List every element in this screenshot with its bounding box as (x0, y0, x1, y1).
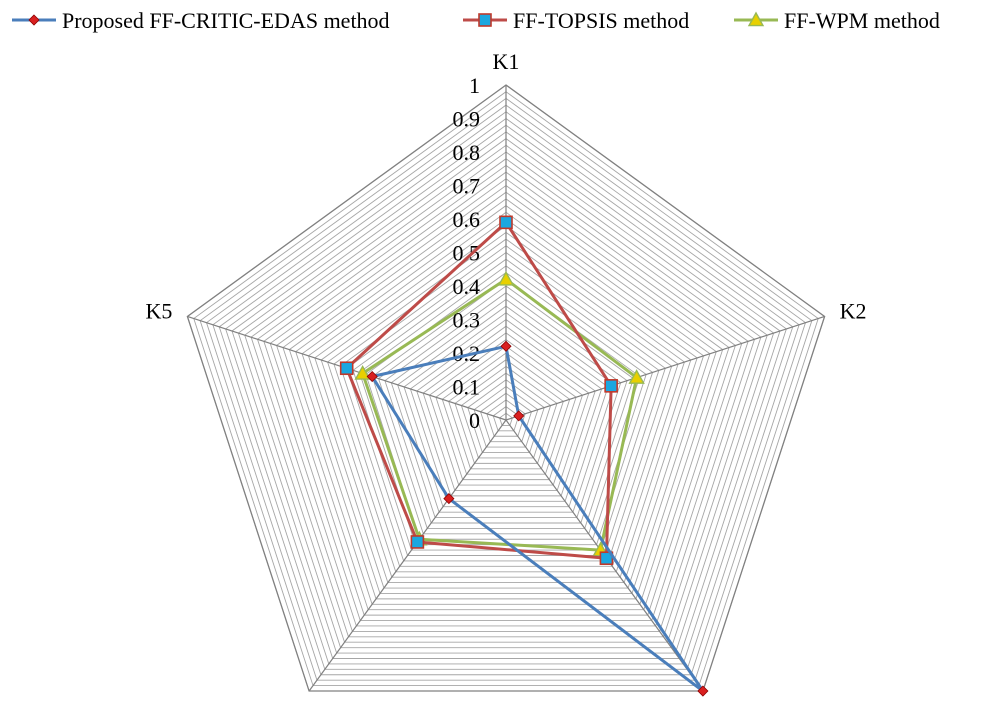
legend-item-2: FF-TOPSIS method (463, 8, 689, 33)
data-point (697, 685, 709, 697)
grid-ring (212, 111, 800, 670)
grid-ring (435, 345, 577, 481)
grid-ring (199, 97, 813, 681)
grid-ring (333, 238, 679, 567)
grid-outer-ring (186, 84, 826, 692)
data-point (513, 410, 525, 422)
grid-ring (288, 191, 724, 605)
series-2 (339, 215, 618, 566)
grid-ring (409, 318, 603, 502)
tick-label: 0 (469, 408, 480, 433)
legend-marker (747, 11, 765, 27)
legend-marker (478, 13, 492, 27)
data-point (497, 270, 515, 286)
category-label-k4: K4 (274, 705, 301, 710)
category-label-k3: K3 (711, 705, 738, 710)
data-point (354, 364, 371, 380)
data-point (628, 369, 645, 384)
category-labels: K1 K2 K3 K4 K5 (145, 49, 866, 710)
grid-ring (422, 332, 590, 491)
data-point (499, 215, 513, 230)
grid-ring (205, 104, 807, 676)
grid-ring (397, 305, 615, 513)
legend-label: FF-WPM method (784, 8, 940, 33)
grid-ring (193, 91, 819, 687)
category-label-k1: K1 (493, 49, 520, 74)
grid-ring (454, 365, 558, 464)
grid-ring (307, 211, 705, 589)
grid-ring (384, 292, 628, 524)
grid-ring (378, 285, 634, 529)
grid-ring (269, 171, 743, 622)
tick-label: 0.6 (453, 207, 481, 232)
grid-ring (282, 184, 730, 611)
grid-ring (448, 359, 564, 470)
grid-ring (499, 412, 513, 426)
grid-ring (479, 392, 533, 443)
series-line (370, 344, 705, 693)
grid-ring (346, 251, 666, 556)
legend-marker (28, 14, 40, 26)
radial-tick-labels: 00.10.20.30.40.50.60.70.80.91 (453, 73, 481, 433)
grid-ring (244, 144, 768, 643)
grid-ring (416, 325, 596, 497)
legend-label: Proposed FF-CRITIC-EDAS method (62, 8, 390, 33)
tick-label: 0.8 (453, 140, 481, 165)
axis-spoke (308, 419, 507, 692)
grid-ring (403, 312, 609, 508)
grid-ring (225, 124, 787, 659)
data-point (500, 340, 512, 352)
category-label-k2: K2 (840, 298, 867, 323)
series-1 (366, 340, 709, 697)
grid-ring (371, 278, 641, 535)
data-point (443, 493, 455, 505)
data-point (339, 361, 354, 376)
data-point (410, 535, 425, 549)
grid-ring (263, 164, 749, 627)
tick-label: 1 (469, 73, 480, 98)
grid-ring (276, 178, 736, 616)
grid-ring (473, 385, 539, 448)
tick-label: 0.5 (453, 241, 481, 266)
category-label-k5: K5 (145, 298, 172, 323)
legend-label: FF-TOPSIS method (513, 8, 689, 33)
grid-ring (467, 379, 545, 453)
legend: Proposed FF-CRITIC-EDAS method FF-TOPSIS … (12, 8, 940, 33)
data-point (366, 370, 378, 383)
legend-item-3: FF-WPM method (734, 8, 940, 33)
tick-label: 0.4 (453, 274, 481, 299)
legend-item-1: Proposed FF-CRITIC-EDAS method (12, 8, 390, 33)
grid-ring (486, 399, 526, 437)
grid-ring (460, 372, 552, 459)
tick-label: 0.9 (453, 107, 481, 132)
grid-ring (250, 151, 762, 638)
grid-ring (231, 131, 781, 654)
grid-ring (256, 158, 756, 632)
tick-label: 0.1 (453, 375, 481, 400)
grid-ring (218, 117, 794, 665)
grid-ring (441, 352, 571, 475)
grid-ring (429, 339, 583, 486)
grid-ring (320, 225, 692, 578)
radar-grid (186, 84, 826, 692)
grid-ring (301, 205, 711, 594)
series-line (345, 220, 613, 560)
grid-ring (314, 218, 698, 584)
axis-spoke (505, 315, 825, 421)
tick-label: 0.7 (453, 174, 481, 199)
grid-ring (237, 138, 775, 649)
grid-ring (339, 245, 673, 562)
grid-ring (295, 198, 717, 600)
series-lines (339, 215, 709, 697)
grid-ring (327, 231, 685, 573)
data-point (604, 379, 618, 393)
